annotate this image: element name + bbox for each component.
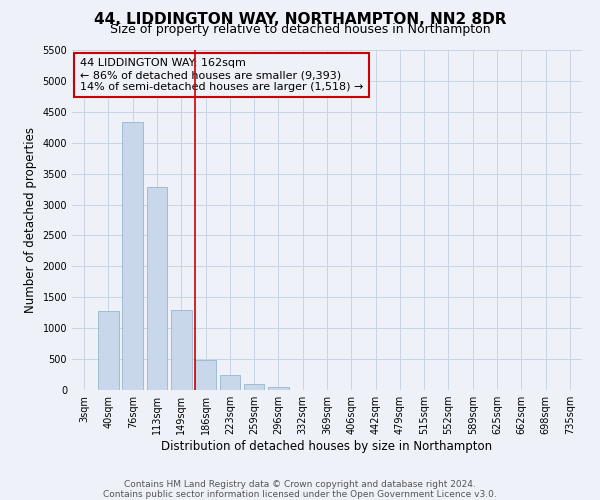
Bar — [220, 375, 240, 390]
Bar — [244, 384, 265, 390]
Text: 44 LIDDINGTON WAY: 162sqm
← 86% of detached houses are smaller (9,393)
14% of se: 44 LIDDINGTON WAY: 162sqm ← 86% of detac… — [80, 58, 363, 92]
Bar — [98, 312, 119, 390]
Bar — [146, 186, 167, 390]
Bar — [268, 387, 289, 390]
Bar — [171, 310, 191, 390]
Bar — [122, 122, 143, 390]
Text: Size of property relative to detached houses in Northampton: Size of property relative to detached ho… — [110, 22, 490, 36]
Bar — [195, 360, 216, 390]
Text: Contains HM Land Registry data © Crown copyright and database right 2024.
Contai: Contains HM Land Registry data © Crown c… — [103, 480, 497, 499]
X-axis label: Distribution of detached houses by size in Northampton: Distribution of detached houses by size … — [161, 440, 493, 453]
Y-axis label: Number of detached properties: Number of detached properties — [24, 127, 37, 313]
Text: 44, LIDDINGTON WAY, NORTHAMPTON, NN2 8DR: 44, LIDDINGTON WAY, NORTHAMPTON, NN2 8DR — [94, 12, 506, 28]
